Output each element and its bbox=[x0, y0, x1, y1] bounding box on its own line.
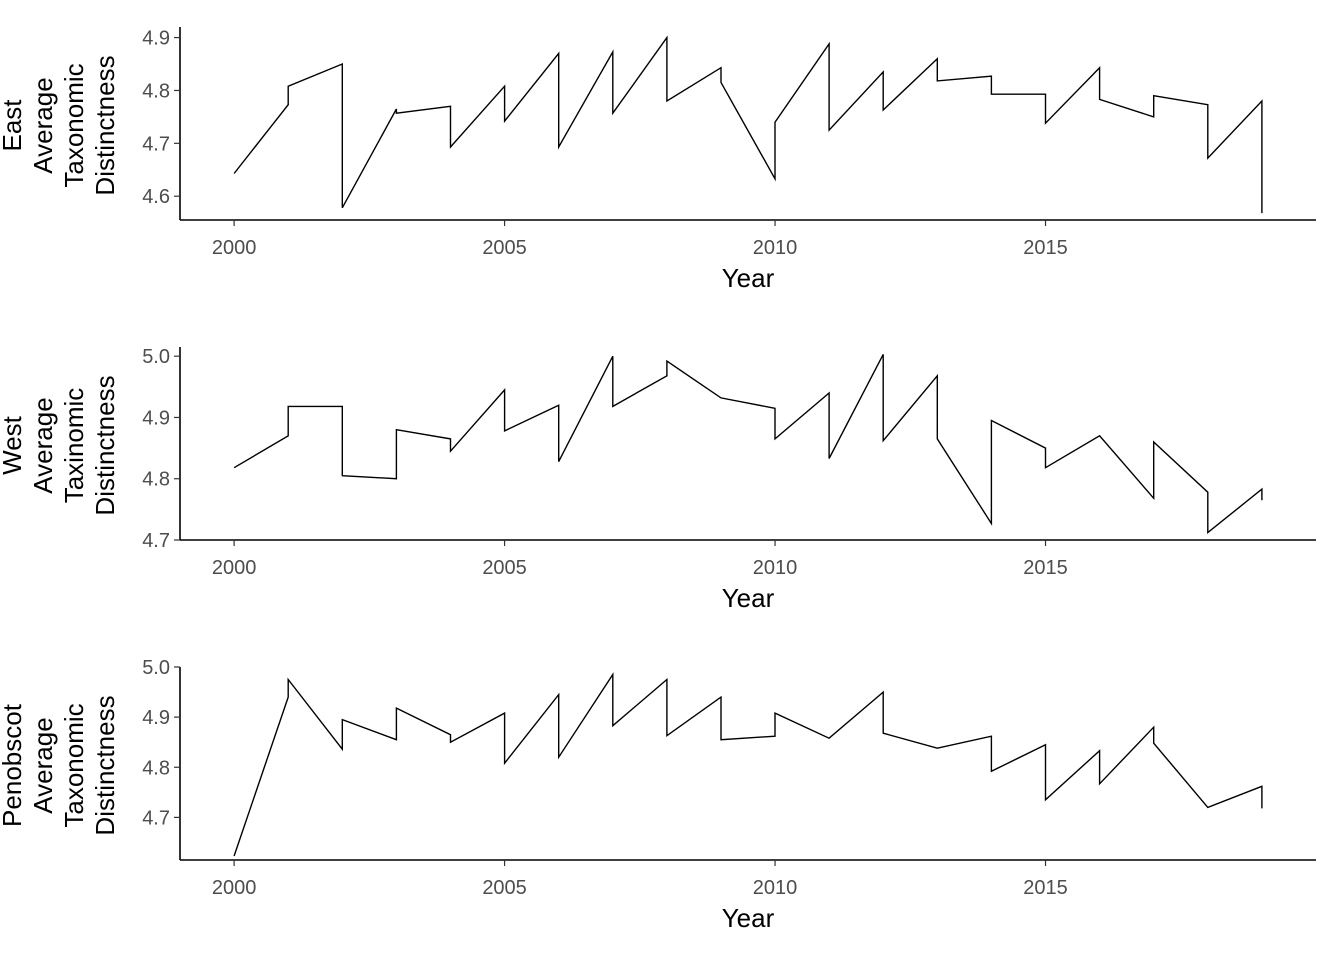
y-axis-title-line: Average bbox=[28, 717, 58, 813]
y-tick-label: 4.8 bbox=[142, 80, 170, 102]
series-line-1 bbox=[233, 354, 1263, 535]
y-tick-label: 4.8 bbox=[142, 757, 170, 779]
y-axis-title-line: Distinctness bbox=[90, 55, 120, 195]
y-axis-title-line: Taxonomic bbox=[59, 703, 89, 827]
x-tick-label: 2010 bbox=[753, 877, 798, 899]
x-tick-label: 2015 bbox=[1023, 237, 1068, 259]
x-tick-label: 2015 bbox=[1023, 557, 1068, 579]
x-tick-label: 2005 bbox=[482, 237, 527, 259]
y-tick-label: 4.8 bbox=[142, 469, 170, 491]
y-tick-label: 4.7 bbox=[142, 807, 170, 829]
series-line-1 bbox=[233, 672, 1263, 857]
y-tick-label: 4.9 bbox=[142, 28, 170, 50]
y-tick-label: 5.0 bbox=[142, 657, 170, 679]
y-tick-label: 4.9 bbox=[142, 707, 170, 729]
x-axis-title: Year bbox=[722, 583, 775, 613]
panel-2: 4.7 4.8 4.9 5.0 2000 2005 2010 2015 Year West Aver… bbox=[0, 346, 1316, 613]
x-tick-label: 2000 bbox=[212, 877, 257, 899]
x-tick-label: 2005 bbox=[482, 557, 527, 579]
y-axis-title-line: Average bbox=[28, 77, 58, 173]
y-axis-title-line: Distinctness bbox=[90, 375, 120, 515]
y-tick-label: 4.6 bbox=[142, 186, 170, 208]
x-tick-label: 2005 bbox=[482, 877, 527, 899]
x-axis-title: Year bbox=[722, 903, 775, 933]
x-tick-label: 2010 bbox=[753, 557, 798, 579]
y-axis-title-line: Distinctness bbox=[90, 695, 120, 835]
x-tick-label: 2015 bbox=[1023, 877, 1068, 899]
series-line-1 bbox=[233, 35, 1263, 214]
x-tick-label: 2000 bbox=[212, 237, 257, 259]
y-axis-title-line: Average bbox=[28, 397, 58, 493]
x-axis-title: Year bbox=[722, 263, 775, 293]
y-axis-title-line: Taxinomic bbox=[59, 388, 89, 504]
y-tick-label: 4.9 bbox=[142, 407, 170, 429]
y-axis-title-line: Taxonomic bbox=[59, 63, 89, 187]
y-tick-label: 4.7 bbox=[142, 530, 170, 552]
y-tick-label: 4.7 bbox=[142, 133, 170, 155]
y-axis-title-line: East bbox=[0, 99, 27, 152]
y-axis-title-line: Penobscot bbox=[0, 703, 27, 827]
x-tick-label: 2010 bbox=[753, 237, 798, 259]
y-axis-title-line: West bbox=[0, 415, 27, 475]
y-tick-label: 5.0 bbox=[142, 346, 170, 368]
panel-1: 4.6 4.7 4.8 4.9 2000 2005 2010 2015 Year East Aver… bbox=[0, 27, 1316, 293]
panel-3: 4.7 4.8 4.9 5.0 2000 2005 2010 2015 Year Penobsco… bbox=[0, 657, 1316, 933]
x-tick-label: 2000 bbox=[212, 557, 257, 579]
